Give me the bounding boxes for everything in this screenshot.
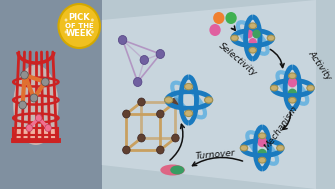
Circle shape: [59, 4, 100, 48]
Circle shape: [172, 134, 179, 142]
Ellipse shape: [289, 73, 296, 79]
Ellipse shape: [231, 35, 238, 41]
Ellipse shape: [185, 110, 193, 117]
Ellipse shape: [267, 35, 275, 41]
Ellipse shape: [289, 97, 296, 103]
Ellipse shape: [259, 157, 266, 163]
Ellipse shape: [270, 85, 278, 91]
Circle shape: [91, 30, 94, 33]
Circle shape: [156, 110, 164, 118]
Ellipse shape: [259, 133, 266, 139]
Text: Turnover: Turnover: [195, 149, 236, 161]
Text: Activity: Activity: [307, 49, 333, 81]
Ellipse shape: [277, 145, 284, 151]
Circle shape: [288, 77, 297, 87]
Circle shape: [91, 19, 94, 22]
Circle shape: [257, 137, 267, 147]
FancyArrowPatch shape: [283, 113, 290, 129]
Circle shape: [36, 115, 42, 122]
Circle shape: [225, 12, 237, 24]
Text: WEEK: WEEK: [66, 29, 93, 39]
Circle shape: [123, 146, 130, 154]
Circle shape: [118, 36, 127, 44]
Text: Selectivity: Selectivity: [217, 41, 259, 79]
Circle shape: [172, 98, 179, 106]
Text: PICK: PICK: [68, 13, 90, 22]
Ellipse shape: [249, 47, 257, 53]
FancyArrowPatch shape: [170, 124, 184, 160]
Circle shape: [245, 30, 253, 38]
FancyBboxPatch shape: [13, 128, 59, 142]
Circle shape: [42, 78, 49, 86]
Circle shape: [213, 12, 224, 24]
FancyArrowPatch shape: [193, 157, 243, 166]
Polygon shape: [0, 0, 102, 189]
Circle shape: [19, 101, 26, 109]
Circle shape: [123, 110, 130, 118]
Circle shape: [133, 77, 142, 87]
Circle shape: [257, 149, 267, 159]
Circle shape: [138, 98, 145, 106]
FancyArrowPatch shape: [231, 26, 235, 30]
Circle shape: [138, 134, 145, 142]
FancyArrowPatch shape: [270, 49, 284, 67]
Ellipse shape: [240, 145, 248, 151]
Circle shape: [21, 71, 28, 79]
Circle shape: [65, 30, 67, 33]
Ellipse shape: [249, 23, 257, 29]
Circle shape: [209, 24, 221, 36]
Ellipse shape: [13, 65, 59, 145]
Ellipse shape: [160, 164, 185, 176]
Ellipse shape: [185, 83, 193, 90]
Circle shape: [288, 89, 297, 99]
Circle shape: [65, 19, 67, 22]
Polygon shape: [102, 0, 316, 189]
Text: OF THE: OF THE: [65, 23, 93, 29]
Circle shape: [140, 56, 148, 64]
Circle shape: [30, 94, 38, 102]
Circle shape: [156, 146, 164, 154]
Circle shape: [45, 125, 51, 132]
Circle shape: [156, 50, 164, 59]
Ellipse shape: [164, 97, 173, 103]
Circle shape: [249, 38, 257, 47]
Circle shape: [252, 30, 261, 38]
Ellipse shape: [170, 166, 184, 174]
Ellipse shape: [307, 85, 314, 91]
Circle shape: [26, 125, 32, 132]
Ellipse shape: [205, 97, 213, 103]
Text: Mechanism: Mechanism: [263, 105, 300, 152]
